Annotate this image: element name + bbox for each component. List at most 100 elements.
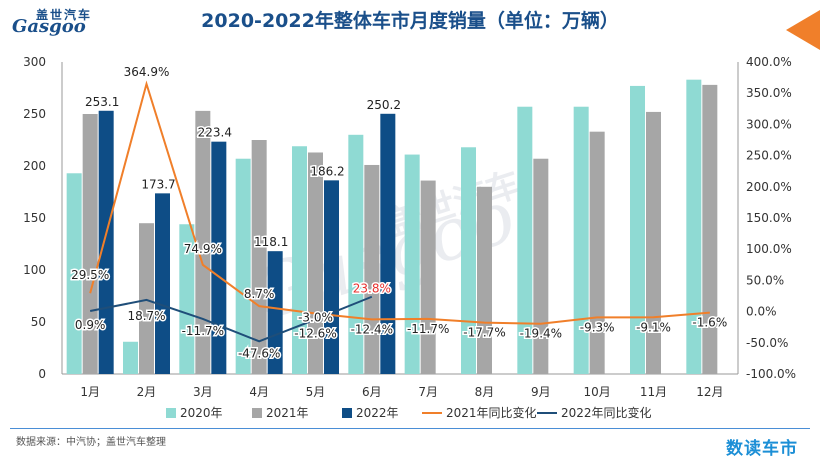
bar-2021年 — [82, 114, 98, 374]
bar-2020年 — [686, 79, 702, 375]
x-tick-label: 9月 — [531, 385, 551, 399]
bar-2020年 — [348, 134, 364, 374]
legend-label: 2022年同比变化 — [561, 405, 652, 420]
y2-tick-label: 250.0% — [746, 149, 792, 163]
line-2022-label: 0.9% — [75, 318, 106, 332]
bar-2020年 — [123, 341, 138, 374]
y-tick-label: 100 — [23, 263, 46, 277]
line-2021-label: -11.7% — [407, 322, 449, 336]
bar-value-label: 173.7 — [141, 177, 175, 191]
bar-value-label: 118.1 — [254, 235, 288, 249]
corner-arrow-icon — [786, 10, 820, 50]
page-title: 2020-2022年整体车市月度销量（单位：万辆） — [201, 10, 619, 32]
legend-swatch — [166, 408, 176, 418]
bar-2021年 — [195, 110, 211, 374]
bar-2020年 — [573, 106, 589, 374]
bar-2020年 — [461, 147, 476, 374]
bar-2021年 — [251, 140, 267, 374]
bar-2022年 — [98, 110, 114, 374]
bar-value-label: 223.4 — [198, 126, 232, 140]
bar-value-label: 186.2 — [310, 164, 344, 178]
line-2021-label: -17.7% — [463, 326, 505, 340]
bar-2020年 — [517, 106, 533, 374]
y2-tick-label: 0.0% — [746, 305, 777, 319]
y2-tick-label: -50.0% — [746, 336, 788, 350]
line-2022-label: -11.7% — [182, 324, 224, 338]
bar-2021年 — [364, 164, 380, 374]
legend-swatch — [342, 408, 352, 418]
legend-label: 2020年 — [180, 406, 223, 420]
x-tick-label: 4月 — [249, 385, 269, 399]
line-2021年同比变化 — [89, 80, 710, 325]
bar-2020年 — [66, 173, 82, 374]
legend-swatch — [252, 408, 262, 418]
line-2022-label: -12.6% — [294, 326, 336, 340]
line-2022-label: 18.7% — [127, 309, 165, 323]
bar-2021年 — [646, 111, 661, 375]
line-2021-label: -3.0% — [298, 310, 333, 324]
bar-2020年 — [179, 224, 195, 374]
y2-tick-label: -100.0% — [746, 367, 796, 381]
x-tick-label: 7月 — [418, 385, 438, 399]
y-tick-label: 250 — [23, 107, 46, 121]
brand-label: 数读车市 — [726, 439, 798, 459]
legend-label: 2021年 — [266, 406, 309, 420]
line-2022-label: 23.8% — [353, 282, 391, 296]
line-2022-label: -47.6% — [238, 346, 280, 360]
x-tick-label: 3月 — [193, 385, 213, 399]
bar-2021年 — [477, 186, 492, 374]
y-tick-label: 0 — [38, 367, 46, 381]
gasgoo-logo: 盖世汽车 Gasgoo — [6, 6, 116, 40]
bar-2020年 — [630, 85, 645, 375]
x-tick-label: 1月 — [80, 385, 100, 399]
line-2021-label: -19.4% — [520, 327, 562, 341]
line-2021-label: -1.6% — [692, 316, 727, 330]
bar-2022年 — [324, 180, 339, 374]
y-tick-label: 150 — [23, 211, 46, 225]
data-source: 数据来源：中汽协；盖世汽车整理 — [16, 437, 166, 448]
bar-2022年 — [155, 193, 170, 374]
line-2021-label: -9.1% — [636, 320, 671, 334]
line-2022年同比变化 — [89, 295, 373, 343]
bar-value-label: 253.1 — [85, 95, 119, 109]
x-tick-label: 10月 — [584, 385, 611, 399]
x-tick-label: 5月 — [306, 385, 326, 399]
line-2021-label: 364.9% — [124, 65, 170, 79]
x-tick-label: 8月 — [475, 385, 495, 399]
line-2021-label: -9.3% — [580, 320, 615, 334]
legend-label: 2021年同比变化 — [446, 405, 537, 420]
bar-2021年 — [702, 84, 718, 374]
y2-tick-label: 100.0% — [746, 242, 792, 256]
bar-2022年 — [267, 251, 283, 374]
bar-2020年 — [404, 154, 420, 374]
bar-2021年 — [420, 180, 436, 374]
bar-2021年 — [308, 152, 323, 374]
y2-tick-label: 350.0% — [746, 86, 792, 100]
logo-cn-text: 盖世汽车 — [36, 8, 93, 22]
bar-2021年 — [589, 131, 605, 374]
line-2021-label: 29.5% — [71, 268, 109, 282]
bar-2022年 — [380, 113, 396, 375]
logo-en-text: Gasgoo — [12, 16, 86, 37]
y-tick-label: 200 — [23, 159, 46, 173]
y-tick-label: 50 — [31, 315, 46, 329]
line-2021-label: -12.4% — [351, 322, 393, 336]
bar-2020年 — [292, 146, 307, 374]
line-2021-label: 74.9% — [184, 242, 222, 256]
bar-2022年 — [211, 141, 227, 374]
y2-tick-label: 400.0% — [746, 55, 792, 69]
y2-tick-label: 200.0% — [746, 180, 792, 194]
bar-value-label: 250.2 — [367, 98, 401, 112]
bar-2021年 — [533, 158, 549, 374]
bar-2020年 — [235, 158, 251, 374]
x-tick-label: 6月 — [362, 385, 382, 399]
y-tick-label: 300 — [23, 55, 46, 69]
legend-label: 2022年 — [356, 406, 399, 420]
footer-divider — [10, 428, 810, 429]
header-bar — [0, 0, 820, 38]
line-2021-label: 8.7% — [244, 287, 275, 301]
y2-tick-label: 150.0% — [746, 211, 792, 225]
bar-2021年 — [139, 223, 154, 374]
x-tick-label: 2月 — [137, 385, 157, 399]
